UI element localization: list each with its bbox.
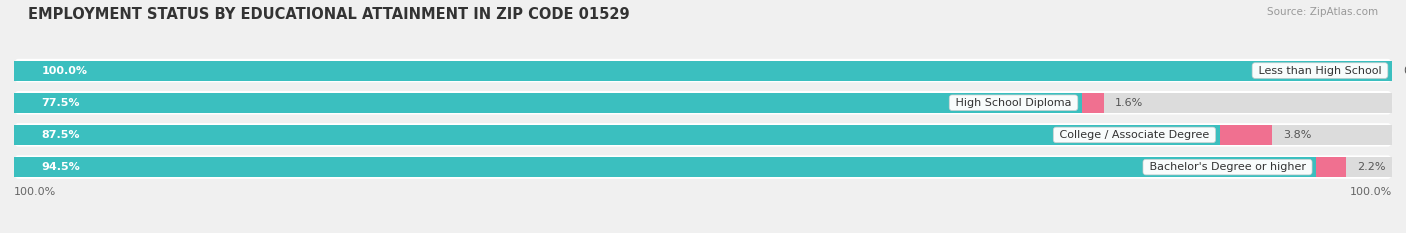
Bar: [14, 125, 1392, 145]
FancyBboxPatch shape: [14, 155, 1392, 179]
Text: High School Diploma: High School Diploma: [952, 98, 1076, 108]
Text: College / Associate Degree: College / Associate Degree: [1056, 130, 1213, 140]
Bar: [14, 93, 1392, 113]
Bar: [14, 157, 1316, 177]
Text: 100.0%: 100.0%: [14, 187, 56, 197]
Bar: [14, 61, 1392, 81]
Text: 100.0%: 100.0%: [1350, 187, 1392, 197]
Text: 0.0%: 0.0%: [1403, 65, 1406, 75]
FancyBboxPatch shape: [14, 59, 1392, 82]
Text: EMPLOYMENT STATUS BY EDUCATIONAL ATTAINMENT IN ZIP CODE 01529: EMPLOYMENT STATUS BY EDUCATIONAL ATTAINM…: [28, 7, 630, 22]
Text: 87.5%: 87.5%: [42, 130, 80, 140]
Bar: [1220, 125, 1272, 145]
Text: 2.2%: 2.2%: [1358, 162, 1386, 172]
Bar: [14, 157, 1392, 177]
Bar: [1316, 157, 1347, 177]
Text: 94.5%: 94.5%: [42, 162, 80, 172]
Bar: [14, 125, 1220, 145]
FancyBboxPatch shape: [14, 123, 1392, 147]
FancyBboxPatch shape: [14, 91, 1392, 114]
Text: 77.5%: 77.5%: [42, 98, 80, 108]
Bar: [1083, 93, 1104, 113]
Text: Source: ZipAtlas.com: Source: ZipAtlas.com: [1267, 7, 1378, 17]
Text: 100.0%: 100.0%: [42, 65, 87, 75]
Text: Less than High School: Less than High School: [1256, 65, 1385, 75]
Text: 1.6%: 1.6%: [1115, 98, 1143, 108]
Bar: [14, 93, 1083, 113]
Text: 3.8%: 3.8%: [1284, 130, 1312, 140]
Bar: [14, 61, 1392, 81]
Text: Bachelor's Degree or higher: Bachelor's Degree or higher: [1146, 162, 1309, 172]
